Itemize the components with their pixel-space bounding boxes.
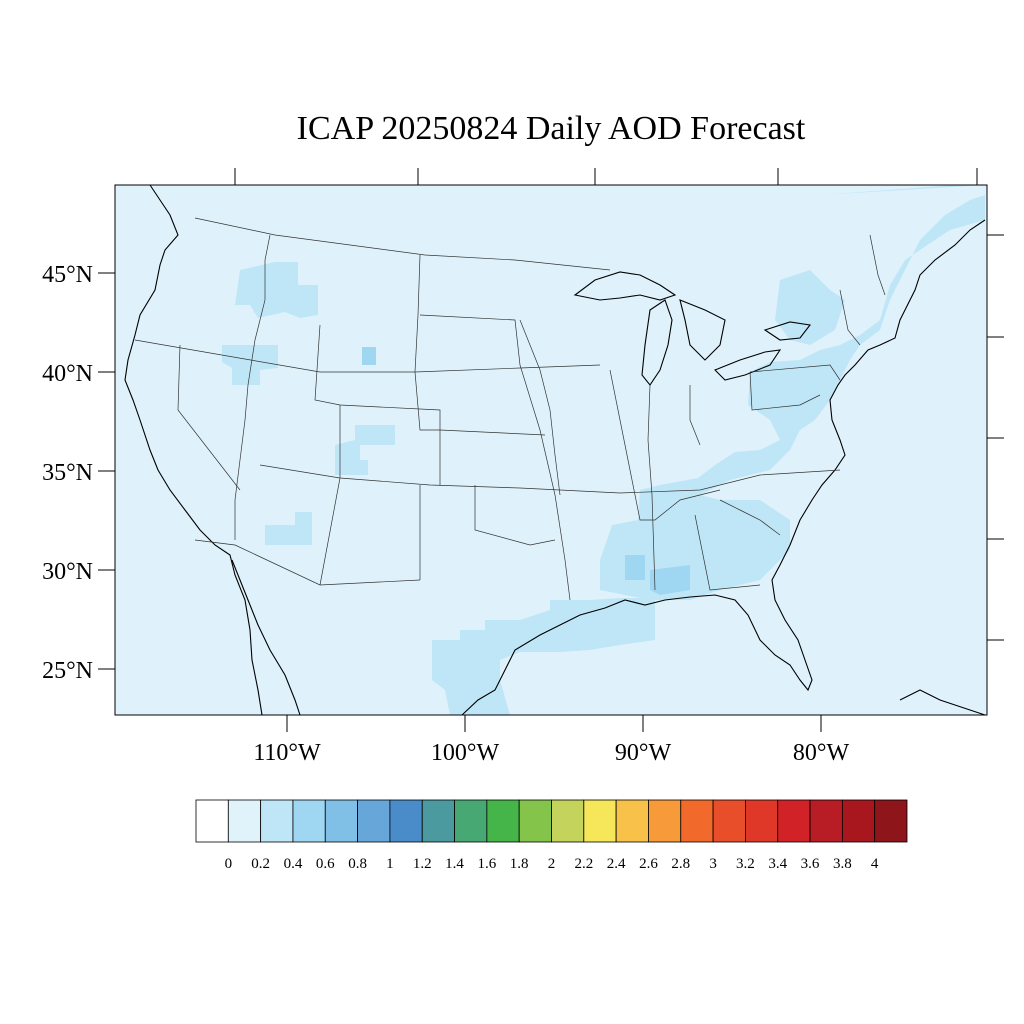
colorbar: 0 0.2 0.4 0.6 0.8 1 1.2 1.4 1.6 1.8 2 2.2 2.4 2.6 2.8 3… (195, 799, 908, 872)
colorbar-label: 0.8 (348, 856, 367, 872)
colorbar-swatch (227, 799, 262, 843)
coastline (124, 184, 986, 716)
colorbar-swatch (324, 799, 358, 843)
colorbar-label: 3.2 (736, 856, 755, 872)
colorbar-label: 3 (709, 856, 717, 872)
lat-label-35: 35°N (42, 460, 93, 486)
latitude-labels: 45°N 40°N 35°N 30°N 25°N (42, 262, 93, 684)
colorbar-label: 3.6 (801, 856, 820, 872)
colorbar-swatch (874, 799, 908, 843)
map-title: ICAP 20250824 Daily AOD Forecast (296, 110, 806, 147)
colorbar-swatch (551, 799, 585, 843)
top-ticks (234, 168, 978, 185)
colorbar-label: 1 (386, 856, 394, 872)
colorbar-swatch (841, 799, 876, 843)
colorbar-label: 2.4 (607, 856, 626, 872)
colorbar-swatch (389, 799, 423, 843)
colorbar-label: 2.2 (574, 856, 593, 872)
lat-label-45: 45°N (42, 262, 93, 288)
state-borders (134, 217, 886, 601)
colorbar-label: 2.6 (639, 856, 658, 872)
colorbar-swatch (777, 799, 811, 843)
left-ticks (98, 272, 115, 670)
colorbar-label: 3.4 (768, 856, 787, 872)
lat-label-25: 25°N (42, 658, 93, 684)
colorbar-swatch (680, 799, 714, 843)
colorbar-swatch (421, 799, 455, 843)
great-lakes (573, 271, 812, 386)
lon-label-100w: 100°W (431, 740, 500, 766)
colorbar-swatch (292, 799, 326, 843)
lat-label-30: 30°N (42, 559, 93, 585)
colorbar-swatch (745, 799, 779, 843)
colorbar-label: 0.4 (284, 856, 303, 872)
colorbar-label: 1.2 (413, 856, 432, 872)
bottom-ticks (286, 715, 822, 732)
colorbar-label: 1.6 (477, 856, 496, 872)
longitude-labels: 110°W 100°W 90°W 80°W (253, 740, 849, 766)
colorbar-swatch (712, 799, 746, 843)
aod-patches-medium (362, 347, 690, 595)
colorbar-label: 0.6 (316, 856, 335, 872)
lon-label-90w: 90°W (615, 740, 672, 766)
colorbar-swatch (357, 799, 391, 843)
colorbar-swatch (486, 799, 520, 843)
lat-label-40: 40°N (42, 361, 93, 387)
colorbar-label: 2 (548, 856, 556, 872)
colorbar-label: 2.8 (671, 856, 690, 872)
colorbar-swatch (583, 799, 617, 843)
lon-label-110w: 110°W (253, 740, 321, 766)
colorbar-label: 1.8 (510, 856, 529, 872)
right-ticks (987, 234, 1004, 641)
colorbar-label: 1.4 (445, 856, 464, 872)
colorbar-swatch (260, 799, 294, 843)
colorbar-swatch (809, 799, 843, 843)
colorbar-swatch (615, 799, 649, 843)
colorbar-label: 3.8 (833, 856, 852, 872)
colorbar-swatch (454, 799, 488, 843)
colorbar-label: 0.2 (251, 856, 270, 872)
colorbar-label: 0 (225, 856, 233, 872)
lon-label-80w: 80°W (793, 740, 850, 766)
colorbar-swatch (518, 799, 552, 843)
colorbar-label: 4 (871, 856, 879, 872)
colorbar-swatch (195, 799, 229, 843)
colorbar-swatch (648, 799, 682, 843)
